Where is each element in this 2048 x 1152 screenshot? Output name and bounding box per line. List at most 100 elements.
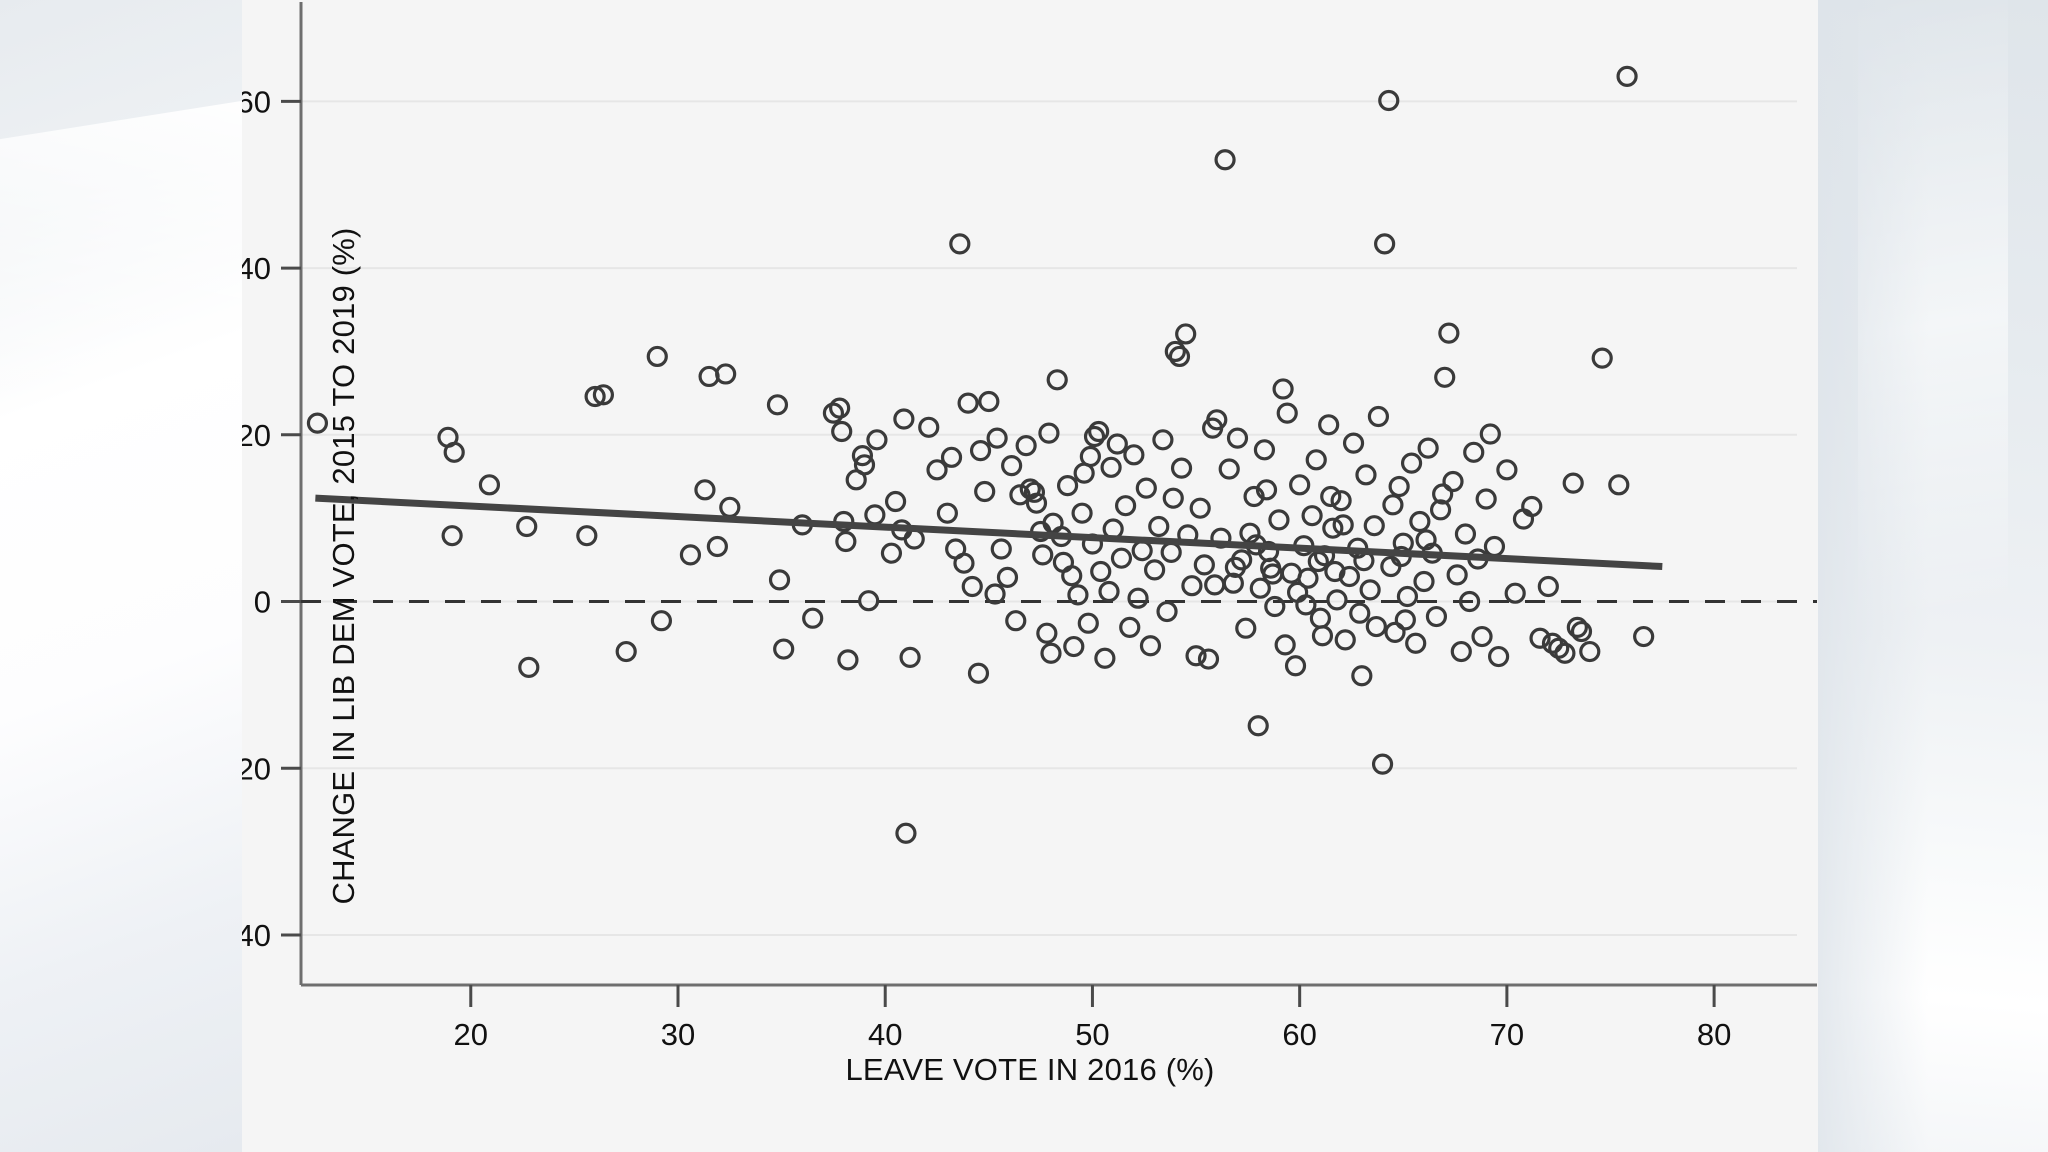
data-point — [1570, 620, 1593, 643]
data-point — [1123, 444, 1145, 466]
data-point — [1224, 556, 1247, 578]
data-point — [1521, 495, 1543, 518]
data-point — [1079, 445, 1101, 468]
data-point — [1371, 753, 1394, 775]
data-point — [1301, 505, 1323, 527]
data-point — [940, 446, 963, 468]
data-point — [1249, 577, 1271, 599]
data-point — [584, 385, 606, 408]
data-point — [1067, 584, 1089, 606]
data-point — [1218, 458, 1240, 480]
data-point — [1446, 564, 1468, 586]
x-axis-ticks: 20 30 40 50 60 70 80 — [454, 985, 1731, 1052]
data-point — [1090, 560, 1112, 583]
data-point — [1363, 515, 1385, 537]
data-point — [1326, 589, 1348, 611]
data-point — [936, 502, 958, 524]
data-point — [1305, 449, 1327, 471]
gridlines — [301, 100, 1797, 936]
data-point — [1255, 479, 1278, 501]
data-point — [1276, 402, 1298, 424]
data-point — [1056, 475, 1079, 497]
data-point — [1537, 575, 1559, 598]
data-point — [1094, 647, 1116, 669]
data-point — [1380, 555, 1402, 578]
data-point — [768, 569, 791, 591]
data-point — [1417, 437, 1439, 459]
data-point — [884, 490, 907, 513]
data-point — [1152, 429, 1174, 451]
data-point — [1458, 590, 1481, 613]
data-point — [1175, 323, 1197, 345]
data-point — [1144, 559, 1166, 581]
data-point — [866, 429, 888, 451]
data-point — [990, 538, 1012, 560]
axis-lines — [299, 2, 1817, 987]
x-tick-label: 50 — [1075, 1017, 1109, 1052]
data-point — [918, 416, 940, 438]
data-point — [864, 504, 886, 526]
data-point — [996, 566, 1019, 588]
data-point — [1332, 514, 1354, 536]
data-point — [1001, 455, 1023, 477]
data-point — [1554, 642, 1576, 664]
data-point — [1384, 621, 1406, 643]
data-point — [949, 233, 971, 255]
data-point — [1015, 435, 1037, 457]
data-point — [1442, 470, 1464, 493]
data-point — [1548, 637, 1570, 659]
data-point — [1616, 65, 1638, 87]
data-point — [1633, 625, 1655, 648]
data-point — [1374, 233, 1396, 255]
data-point — [1061, 565, 1083, 587]
data-point — [679, 544, 702, 566]
x-axis-title: LEAVE VOTE IN 2016 (%) — [845, 1052, 1215, 1087]
data-point — [1591, 347, 1613, 369]
data-point — [822, 402, 845, 424]
data-point — [1262, 563, 1284, 585]
data-point — [646, 345, 668, 368]
data-point — [1181, 575, 1203, 597]
decorative-background-left — [0, 0, 242, 1152]
data-point — [978, 390, 1000, 413]
data-point — [1135, 477, 1157, 499]
data-point — [1382, 494, 1404, 516]
data-point — [1032, 544, 1054, 566]
decorative-background-right — [1808, 0, 2048, 1152]
data-point — [1023, 481, 1046, 503]
data-point — [1450, 640, 1472, 663]
data-point — [1463, 441, 1485, 463]
data-point — [1409, 510, 1431, 533]
data-point — [719, 496, 741, 518]
data-point — [1322, 517, 1344, 539]
data-point — [969, 440, 992, 462]
data-point — [926, 459, 948, 481]
data-point — [1425, 605, 1448, 628]
data-point — [1359, 579, 1381, 601]
y-tick-label: -40 — [242, 918, 271, 953]
data-point — [1496, 459, 1518, 481]
data-point — [957, 392, 979, 414]
data-point — [953, 552, 975, 574]
data-point — [1204, 574, 1226, 596]
data-point — [899, 646, 921, 668]
data-point — [1311, 625, 1334, 647]
data-point — [1284, 655, 1307, 677]
data-point — [1148, 515, 1170, 538]
data-point — [1438, 322, 1460, 344]
data-point — [903, 528, 925, 550]
data-point — [1100, 456, 1122, 478]
data-point — [1413, 570, 1435, 593]
data-point — [1272, 378, 1294, 400]
y-axis-ticks: -40 -20 0 20 40 60 — [242, 84, 301, 953]
data-point — [1156, 600, 1178, 623]
data-point — [893, 408, 915, 430]
data-point — [829, 397, 851, 419]
data-point — [1038, 422, 1060, 444]
data-point — [1388, 475, 1410, 498]
data-point — [1160, 541, 1182, 563]
data-point — [650, 610, 673, 632]
data-point — [1253, 439, 1276, 461]
data-point — [858, 590, 880, 612]
data-point — [1268, 509, 1290, 531]
